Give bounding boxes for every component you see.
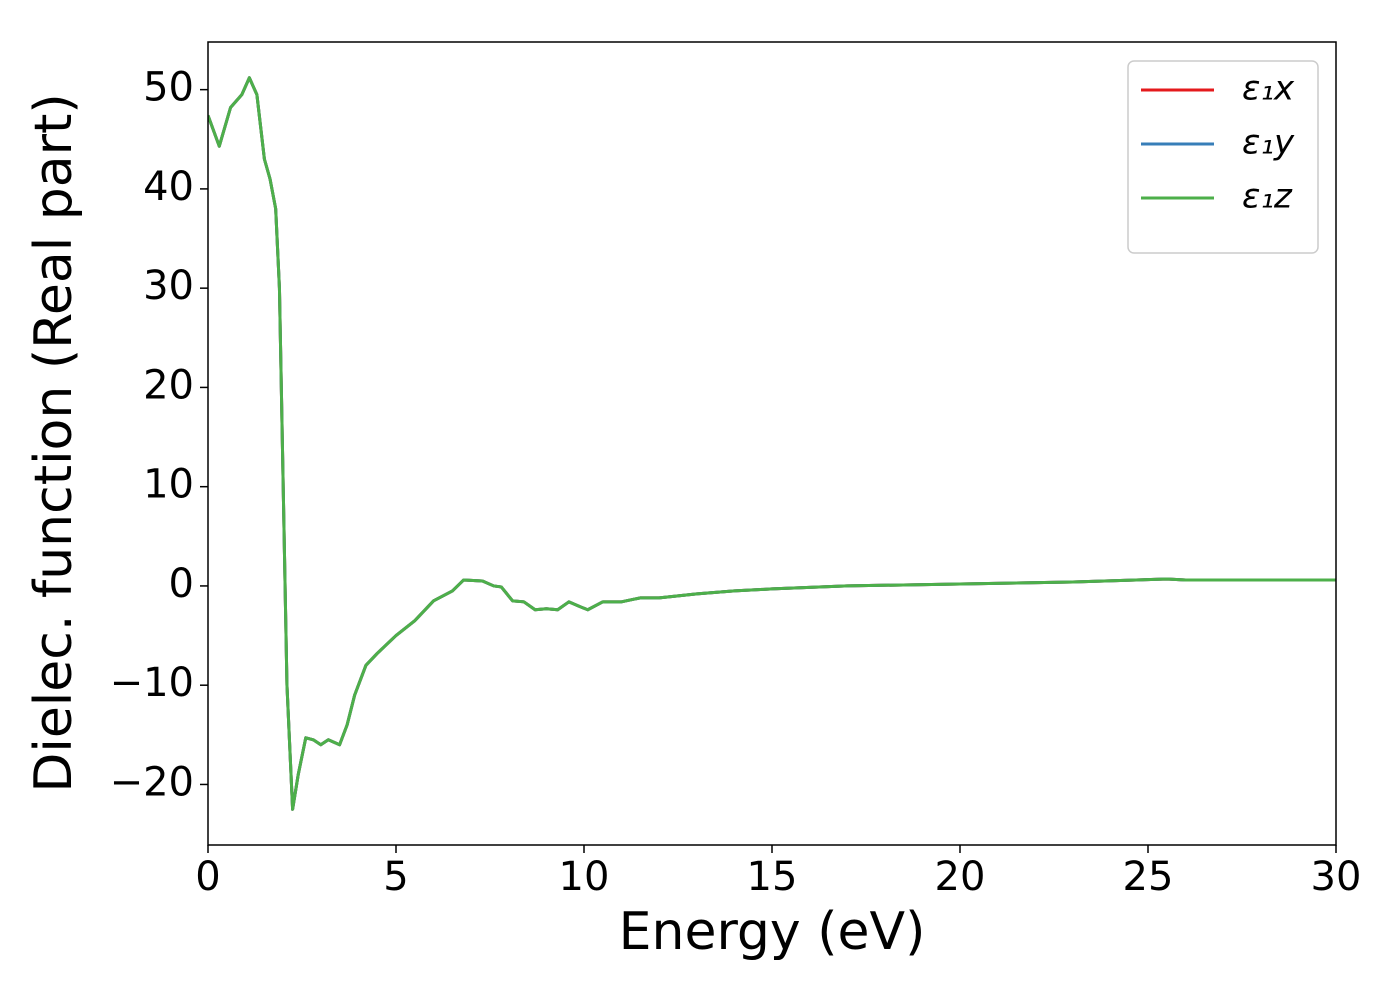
legend-box [1127,60,1319,254]
x-tick-label: 0 [195,854,220,900]
legend-label: ε₁z [1242,177,1293,217]
legend-label: ε₁x [1242,69,1295,109]
x-tick-label: 30 [1311,854,1362,900]
y-tick-label: 50 [143,65,194,111]
y-tick-label: −10 [110,660,194,706]
x-axis-label: Energy (eV) [619,902,926,962]
x-tick-label: 10 [559,854,610,900]
y-tick-label: 40 [143,164,194,210]
y-tick-label: 0 [169,561,194,607]
x-tick-label: 5 [383,854,408,900]
x-tick-label: 20 [935,854,986,900]
plot-frame [207,41,1337,846]
y-tick-label: −20 [110,759,194,805]
y-axis-label: Dielec. function (Real part) [24,93,84,792]
x-tick-label: 15 [747,854,798,900]
y-tick-label: 30 [143,263,194,309]
data-line [208,76,1336,811]
legend-label: ε₁y [1242,123,1295,163]
y-tick-label: 10 [143,462,194,508]
y-tick-label: 20 [143,362,194,408]
x-tick-label: 25 [1123,854,1174,900]
